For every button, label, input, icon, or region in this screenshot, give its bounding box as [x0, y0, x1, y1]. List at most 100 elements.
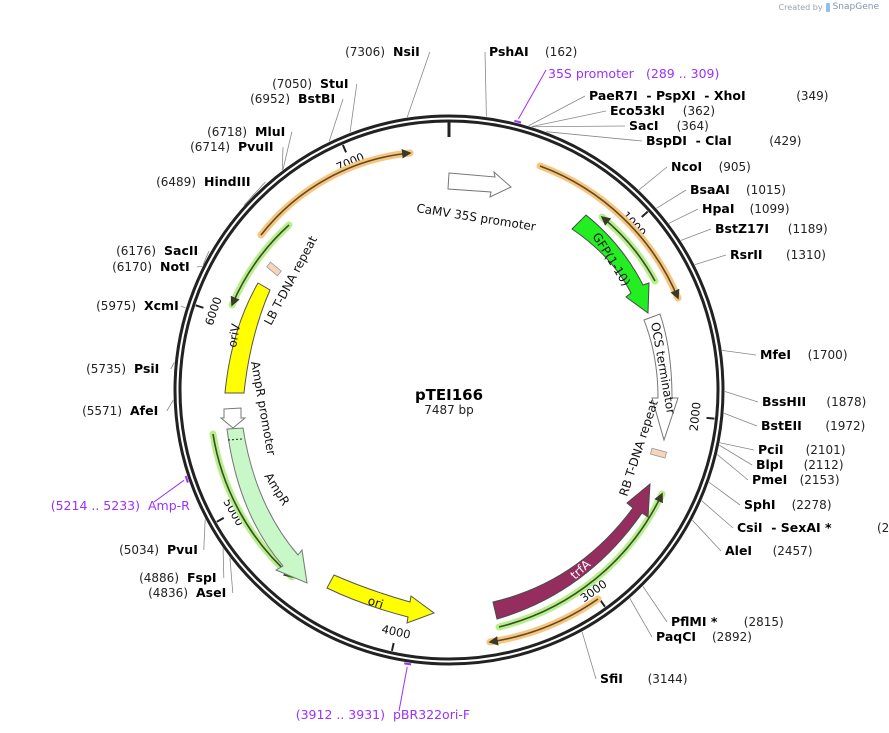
enzyme-site-ncoi[interactable]: NcoI (905) [671, 159, 751, 174]
feature-camv-35s-promoter[interactable]: CaMV 35S promoter [416, 170, 537, 234]
enzyme-name: NotI [160, 259, 190, 274]
enzyme-name: SacII [164, 243, 198, 258]
enzyme-site-pcii[interactable]: PciI (2101) [758, 442, 846, 457]
enzyme-name: PaeR7I - PspXI - XhoI [589, 88, 746, 103]
enzyme-site-pshai[interactable]: PshAI (162) [489, 44, 577, 59]
enzyme-name: BstEII [761, 418, 802, 433]
enzyme-name: BstZ17I [715, 221, 769, 236]
credit-prefix: Created by [778, 2, 823, 12]
primer-amp-r[interactable]: Amp-R (5214 .. 5233) [51, 475, 190, 513]
enzyme-site-pflmi[interactable]: PflMI * (2815) [671, 614, 784, 629]
enzyme-name: BstBI [298, 91, 335, 106]
enzyme-site-rsrii[interactable]: RsrII (1310) [730, 247, 826, 262]
enzyme-position: (2101) [806, 443, 846, 457]
enzyme-position: (1700) [808, 348, 848, 362]
primer-pbr322ori-f[interactable]: pBR322ori-F (3912 .. 3931) [296, 662, 470, 722]
enzyme-position: (5034) [119, 543, 159, 557]
primer-name: 35S promoter [548, 66, 635, 81]
tick-mark [641, 210, 649, 218]
svg-text:CaMV 35S promoter: CaMV 35S promoter [416, 201, 537, 234]
enzyme-site-sfii[interactable]: SfiI (3144) [600, 671, 688, 686]
svg-text:ori: ori [366, 594, 385, 612]
feature-trfA[interactable]: trfA [492, 482, 651, 620]
enzyme-labels: NsiI (7306) PshAI (162) PaeR7I - PspXI - Xho… [82, 44, 889, 686]
enzyme-site-bstz17i[interactable]: BstZ17I (1189) [715, 221, 828, 236]
enzyme-site-sacii[interactable]: SacII (6176) [116, 243, 198, 258]
feature-ori[interactable]: ori [326, 574, 436, 624]
tick-label: 6000 [202, 295, 225, 327]
enzyme-name: PvuI [167, 542, 198, 557]
primer-name: Amp-R [148, 498, 190, 513]
enzyme-name: PshAI [489, 44, 529, 59]
enzyme-site-eco53ki[interactable]: Eco53kI (362) [610, 103, 715, 118]
enzyme-position: (7306) [345, 45, 385, 59]
enzyme-position: (1972) [825, 419, 865, 433]
primer-range: (289 .. 309) [646, 66, 719, 81]
enzyme-site-mlui[interactable]: MluI (6718) [207, 124, 285, 139]
enzyme-position: (1189) [788, 222, 828, 236]
tick-label: 4000 [380, 622, 412, 642]
enzyme-position: (1015) [746, 183, 786, 197]
enzyme-position: (6170) [112, 260, 152, 274]
enzyme-name: HpaI [702, 201, 735, 216]
svg-text:AmpR promoter: AmpR promoter [248, 360, 278, 456]
primer-35s-promoter[interactable]: 35S promoter (289 .. 309) [514, 66, 719, 124]
enzyme-site-fspi[interactable]: FspI (4886) [139, 570, 216, 585]
enzyme-name: RsrII [730, 247, 763, 262]
enzyme-site-hindiii[interactable]: HindIII (6489) [156, 174, 250, 189]
enzyme-name: Eco53kI [610, 103, 665, 118]
enzyme-position: (6176) [116, 244, 156, 258]
enzyme-site-paer7i[interactable]: PaeR7I - PspXI - XhoI (349) [589, 88, 828, 103]
enzyme-site-saci[interactable]: SacI (364) [629, 118, 709, 133]
tick-mark [599, 599, 606, 608]
enzyme-position: (6952) [250, 92, 290, 106]
enzyme-site-blpi[interactable]: BlpI (2112) [756, 457, 844, 472]
tick-mark [195, 304, 204, 309]
credit-brand: SnapGene [832, 2, 879, 12]
enzyme-position: (2457) [773, 544, 813, 558]
enzyme-site-afei[interactable]: AfeI (5571) [82, 403, 158, 418]
enzyme-site-alei[interactable]: AleI (2457) [725, 543, 813, 558]
enzyme-position: (2153) [800, 473, 840, 487]
enzyme-position: (5975) [96, 299, 136, 313]
enzyme-position: (6718) [207, 125, 247, 139]
enzyme-site-bstbi[interactable]: BstBI (6952) [250, 91, 335, 106]
primer-range: (5214 .. 5233) [51, 498, 140, 513]
enzyme-name: MluI [255, 124, 285, 139]
enzyme-position: (6489) [156, 175, 196, 189]
enzyme-site-stui[interactable]: StuI (7050) [272, 76, 348, 91]
enzyme-site-bsteii[interactable]: BstEII (1972) [761, 418, 865, 433]
enzyme-site-csii[interactable]: CsiI - SexAI * (2364) [737, 520, 889, 535]
enzyme-site-paqci[interactable]: PaqCI (2892) [656, 629, 752, 644]
enzyme-site-psii[interactable]: PsiI (5735) [86, 361, 159, 376]
enzyme-site-pvuii[interactable]: PvuII (6714) [190, 139, 273, 154]
orf-arrows [209, 148, 682, 646]
enzyme-site-bsshii[interactable]: BssHII (1878) [762, 394, 866, 409]
primers: 35S promoter (289 .. 309) Amp-R (5214 .. 52… [51, 66, 720, 722]
enzyme-name: StuI [320, 76, 349, 91]
enzyme-name: BssHII [762, 394, 806, 409]
enzyme-site-bspdi[interactable]: BspDI - ClaI (429) [646, 133, 801, 148]
enzyme-position: (362) [683, 104, 715, 118]
enzyme-site-nsii[interactable]: NsiI (7306) [345, 44, 420, 59]
enzyme-position: (364) [677, 119, 709, 133]
enzyme-site-noti[interactable]: NotI (6170) [112, 259, 190, 274]
enzyme-site-pmei[interactable]: PmeI (2153) [752, 472, 840, 487]
enzyme-site-xcmi[interactable]: XcmI (5975) [96, 298, 179, 313]
enzyme-site-pvui[interactable]: PvuI (5034) [119, 542, 198, 557]
feature-oriV[interactable]: oriV [224, 282, 271, 394]
enzyme-name: XcmI [144, 298, 179, 313]
enzyme-site-sphi[interactable]: SphI (2278) [744, 497, 832, 512]
snapgene-logo-icon [825, 2, 830, 12]
enzyme-site-mfei[interactable]: MfeI (1700) [760, 347, 848, 362]
enzyme-name: BsaAI [690, 182, 730, 197]
tick-mark [390, 642, 395, 652]
enzyme-position: (4836) [148, 586, 188, 600]
enzyme-site-bsaai[interactable]: BsaAI (1015) [690, 182, 786, 197]
enzyme-position: (2892) [712, 630, 752, 644]
enzyme-site-hpai[interactable]: HpaI (1099) [702, 201, 790, 216]
enzyme-site-asei[interactable]: AseI (4836) [148, 585, 226, 600]
enzyme-name: PflMI * [671, 614, 718, 629]
plasmid-length: 7487 bp [424, 403, 474, 417]
